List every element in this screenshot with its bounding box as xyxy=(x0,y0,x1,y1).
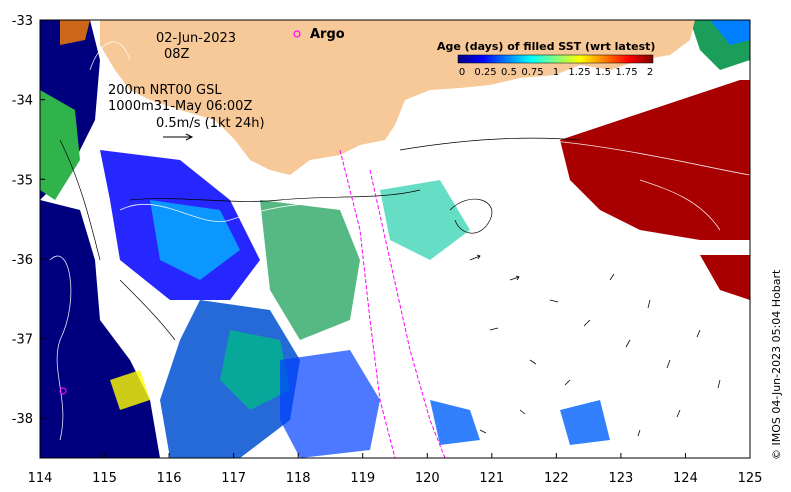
legend-tick-label: 0.25 xyxy=(474,67,496,78)
sst-field xyxy=(40,20,750,458)
sst-patch-blue-southeast xyxy=(430,400,480,445)
legend-tick-label: 1.75 xyxy=(615,67,637,78)
sst-patch-teal-east xyxy=(380,180,470,260)
streamlines xyxy=(59,137,581,341)
sst-patch-red-east xyxy=(560,80,750,240)
y-axis: -33 -34 -35 -36 -37 -38 xyxy=(12,14,45,427)
x-tick-label: 117 xyxy=(221,471,246,486)
x-tick-label: 121 xyxy=(479,471,504,486)
sst-patch-blue-northeast xyxy=(710,20,750,45)
legend-tick-label: 1.5 xyxy=(595,67,611,78)
sst-patch-orange-northwest xyxy=(60,20,90,45)
hour-label: 08Z xyxy=(164,47,190,62)
legend-tick-label: 1.25 xyxy=(568,67,590,78)
map-area xyxy=(40,20,750,458)
x-tick-label: 123 xyxy=(608,471,633,486)
sst-patch-yellow-southwest xyxy=(110,370,150,410)
depth-label-2: 1000m31-May 06:00Z xyxy=(108,99,252,114)
y-tick-label: -36 xyxy=(12,253,33,268)
scale-arrow xyxy=(163,133,194,141)
y-tick-label: -34 xyxy=(12,94,33,109)
legend-tick-label: 0.5 xyxy=(501,67,517,78)
plot-frame xyxy=(39,19,751,459)
sst-patch-blue-lower xyxy=(280,350,380,458)
argo-legend-icon xyxy=(293,30,301,38)
legend-title: Age (days) of filled SST (wrt latest) xyxy=(437,40,655,53)
x-tick-label: 119 xyxy=(350,471,375,486)
x-tick-label: 116 xyxy=(157,471,182,486)
y-tick-label: -33 xyxy=(12,14,33,29)
date-label: 02-Jun-2023 xyxy=(156,31,236,46)
velocity-arrows xyxy=(469,254,721,437)
argo-legend-label: Argo xyxy=(310,27,345,42)
legend-tick-label: 2 xyxy=(647,67,653,78)
x-tick-label: 120 xyxy=(415,471,440,486)
sst-patch-green-west xyxy=(40,90,80,200)
contour-lines xyxy=(49,41,750,441)
legend-tick-label: 1 xyxy=(553,67,559,78)
legend-tick-label: 0.75 xyxy=(521,67,543,78)
sst-patch-green-mid xyxy=(260,200,360,340)
x-axis: 114 115 116 117 118 119 120 121 122 123 124 125 xyxy=(28,453,763,486)
sst-patch-cyan-central xyxy=(150,200,240,280)
y-tick-label: -35 xyxy=(12,173,33,188)
legend-tick-label: 0 xyxy=(459,67,465,78)
scale-label: 0.5m/s (1kt 24h) xyxy=(156,116,265,131)
argo-tracks xyxy=(339,149,446,458)
argo-float-marker[interactable] xyxy=(59,387,67,395)
x-tick-label: 125 xyxy=(738,471,763,486)
legend-colorbar xyxy=(457,54,654,64)
x-tick-label: 124 xyxy=(673,471,698,486)
x-tick-label: 114 xyxy=(28,471,53,486)
depth-label-1: 200m NRT00 GSL xyxy=(108,83,222,98)
x-tick-label: 118 xyxy=(286,471,311,486)
sst-patch-blue-far-southeast xyxy=(560,400,610,445)
y-tick-label: -38 xyxy=(12,412,33,427)
legend-ticks: 0 0.25 0.5 0.75 1 1.25 1.5 1.75 2 xyxy=(459,67,653,78)
x-tick-label: 115 xyxy=(92,471,117,486)
sst-patch-red-small xyxy=(700,255,750,300)
credit-label: © IMOS 04-Jun-2023 05:04 Hobart xyxy=(770,269,783,460)
x-tick-label: 122 xyxy=(544,471,569,486)
y-tick-label: -37 xyxy=(12,333,33,348)
sst-patch-teal-south xyxy=(220,330,290,410)
